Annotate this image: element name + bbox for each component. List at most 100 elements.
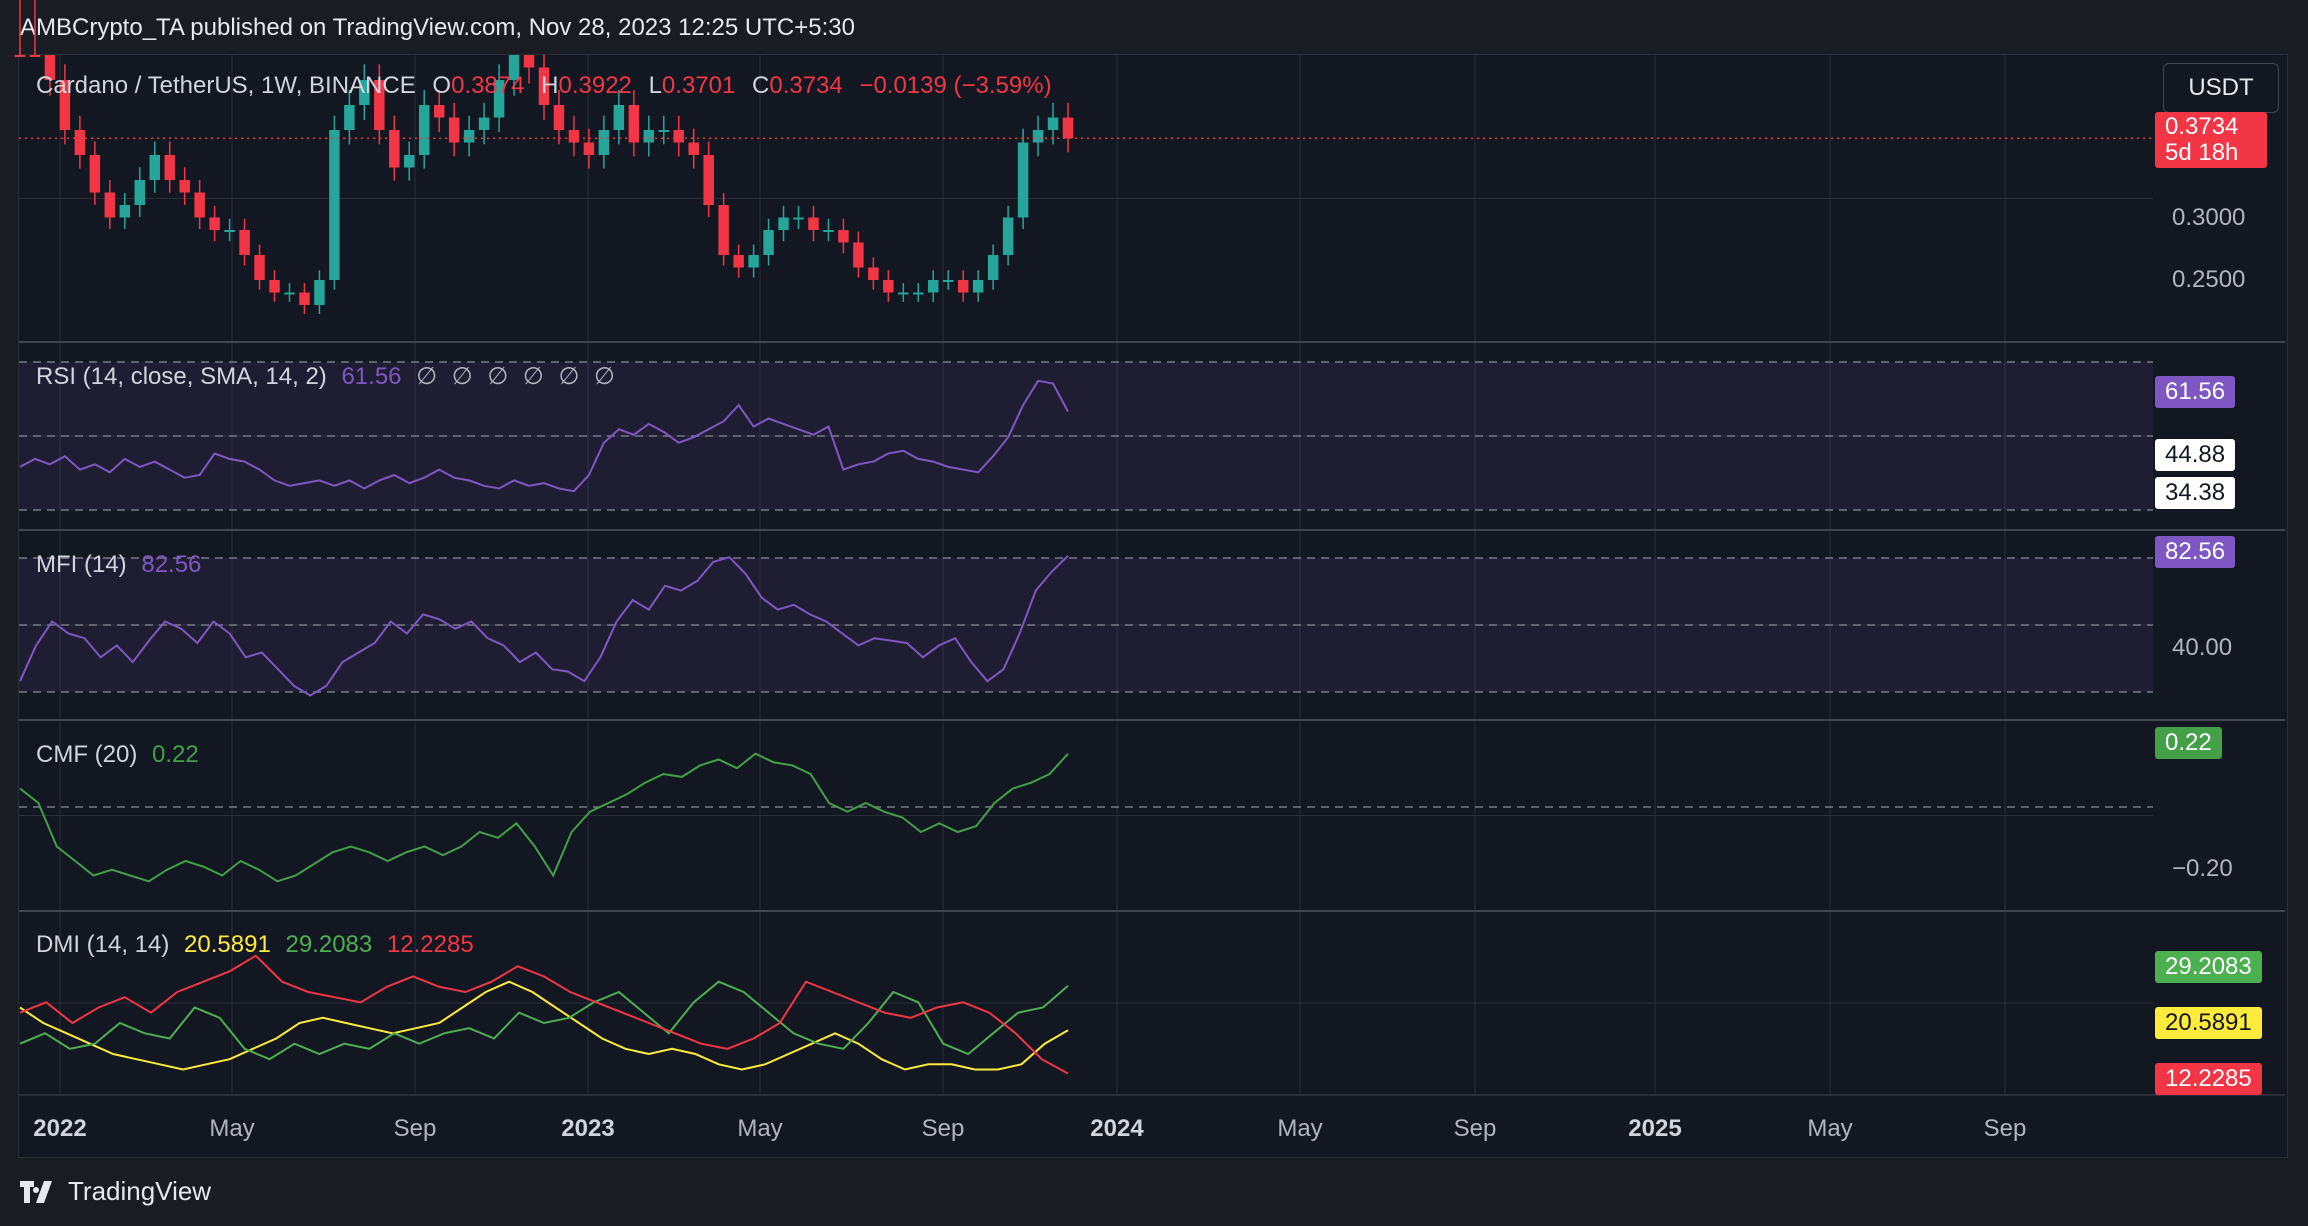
dmi-adx-value: 20.5891 (184, 931, 271, 958)
dmi-title[interactable]: DMI (14, 14) (36, 931, 170, 958)
candle-body-46 (703, 155, 714, 205)
price-tick-0250: 0.2500 (2172, 266, 2246, 293)
candle-body-54 (823, 230, 834, 232)
candle-body-15 (239, 230, 250, 255)
dmi-plus-line (19, 980, 1069, 1061)
candle-body-59 (898, 292, 909, 295)
candle-body-14 (224, 230, 235, 232)
candle-body-61 (928, 280, 939, 293)
cmf-line (19, 752, 1069, 883)
close-value: 0.3734 (769, 72, 843, 99)
last-price: 0.3734 (2165, 113, 2239, 140)
candle-body-6 (104, 192, 116, 218)
candle-body-9 (149, 155, 160, 180)
dmi-adx-line (19, 980, 1069, 1071)
dmi-minus-line (19, 954, 1069, 1075)
close-label: C (752, 72, 770, 99)
candle-body-51 (778, 217, 789, 230)
tradingview-logo[interactable]: TradingView (20, 1176, 211, 1207)
open-label: O (432, 72, 452, 99)
candle-body-12 (194, 192, 205, 218)
cmf-badge: 0.22 (2155, 727, 2222, 759)
candle-body-2 (44, 55, 56, 80)
time-axis-label-0: 2022 (33, 1115, 87, 1142)
candle-body-66 (1002, 217, 1014, 255)
candle-body-48 (733, 255, 744, 268)
mfi-tick-40: 40.00 (2172, 634, 2233, 661)
candle-body-26 (404, 155, 415, 168)
candle-body-17 (269, 280, 280, 293)
brand-name: TradingView (68, 1176, 212, 1206)
time-axis-label-3: 2023 (561, 1115, 615, 1142)
candle-body-18 (284, 292, 295, 295)
publish-header: AMBCrypto_TA published on TradingView.co… (20, 14, 855, 41)
cmf-tick-neg020: −0.20 (2172, 855, 2233, 882)
time-axis-label-10: May (1807, 1115, 1853, 1142)
mfi-title[interactable]: MFI (14) (36, 551, 127, 578)
candle-body-22 (344, 105, 355, 130)
candle-body-20 (314, 280, 325, 305)
candle-body-13 (209, 217, 220, 230)
pair-title[interactable]: Cardano / TetherUS, 1W, BINANCE (36, 72, 416, 99)
mfi-line (19, 555, 1069, 697)
candle-body-28 (433, 105, 445, 118)
time-axis-label-4: May (737, 1115, 783, 1142)
price-tick-0300: 0.3000 (2172, 204, 2246, 231)
chart-frame[interactable] (18, 54, 2288, 1158)
candle-body-16 (254, 255, 265, 280)
time-axis-label-11: Sep (1983, 1115, 2027, 1142)
cmf-legend: CMF (20) 0.22 (36, 741, 199, 769)
time-axis-label-8: Sep (1453, 1115, 1497, 1142)
tradingview-logo-icon (20, 1180, 52, 1203)
dmi-plus-value: 29.2083 (285, 931, 373, 958)
time-axis-label-9: 2025 (1628, 1115, 1682, 1142)
rsi-band-upper-badge: 44.88 (2155, 439, 2236, 471)
candle-body-7 (119, 205, 131, 218)
mfi-value: 82.56 (141, 551, 202, 578)
last-price-badge: 0.3734 5d 18h (2155, 112, 2267, 168)
candle-body-19 (299, 292, 310, 305)
time-axis-label-6: 2024 (1090, 1115, 1144, 1142)
rsi-band-lower-badge: 34.38 (2155, 477, 2236, 509)
candle-body-45 (688, 142, 699, 155)
rsi-line (19, 379, 1069, 493)
candle-body-21 (329, 130, 340, 280)
candle-body-29 (448, 117, 460, 143)
time-axis-label-7: May (1277, 1115, 1323, 1142)
candle-body-35 (538, 67, 550, 105)
candle-body-68 (1032, 130, 1044, 143)
candle-body-43 (658, 130, 670, 132)
candle-body-60 (913, 292, 924, 295)
candle-body-8 (134, 180, 146, 205)
dmi-minus-value: 12.2285 (386, 931, 474, 958)
rsi-title[interactable]: RSI (14, close, SMA, 14, 2) (36, 363, 327, 390)
dmi-plus-badge: 29.2083 (2155, 951, 2262, 983)
candle-body-69 (1047, 117, 1059, 130)
candle-body-36 (553, 105, 565, 130)
price-change: −0.0139 (−3.59%) (859, 72, 1052, 99)
time-axis-label-2: Sep (393, 1115, 437, 1142)
candle-body-52 (793, 217, 804, 220)
candle-body-67 (1017, 142, 1029, 218)
candle-body-5 (89, 155, 101, 193)
rsi-value: 61.56 (341, 363, 402, 390)
high-label: H (541, 72, 559, 99)
rsi-badge: 61.56 (2155, 376, 2236, 408)
candle-body-25 (389, 130, 400, 168)
candle-body-30 (463, 130, 475, 143)
mfi-badge: 82.56 (2155, 536, 2236, 568)
mfi-legend: MFI (14) 82.56 (36, 551, 201, 579)
candle-body-70 (1062, 117, 1074, 139)
candle-body-23 (359, 80, 370, 105)
cmf-title[interactable]: CMF (20) (36, 741, 138, 768)
candle-body-11 (179, 180, 190, 193)
candle-body-64 (972, 280, 984, 293)
candle-body-0 (14, 55, 26, 57)
candle-body-33 (508, 55, 520, 80)
candle-body-57 (868, 267, 879, 280)
currency-button[interactable]: USDT (2163, 63, 2279, 113)
time-axis-label-1: May (209, 1115, 255, 1142)
candle-body-37 (568, 130, 580, 143)
candle-body-42 (643, 130, 655, 143)
